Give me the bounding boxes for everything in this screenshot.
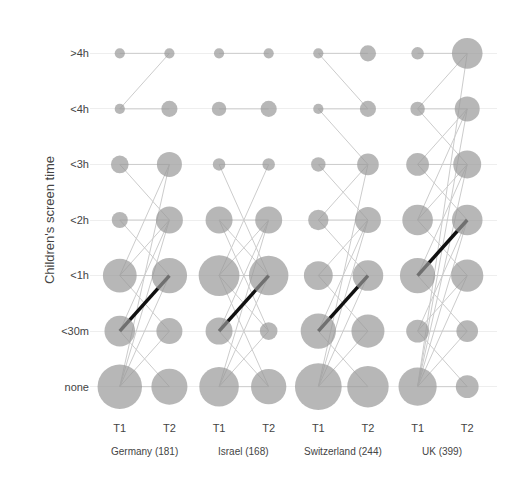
svg-text:T1: T1 bbox=[213, 422, 226, 434]
svg-text:T1: T1 bbox=[113, 422, 126, 434]
svg-text:T1: T1 bbox=[411, 422, 424, 434]
svg-text:<4h: <4h bbox=[70, 103, 89, 115]
svg-text:Israel (168): Israel (168) bbox=[218, 446, 269, 457]
svg-text:T2: T2 bbox=[362, 422, 375, 434]
svg-text:<1h: <1h bbox=[70, 269, 89, 281]
svg-text:UK (399): UK (399) bbox=[422, 446, 462, 457]
svg-text:T2: T2 bbox=[262, 422, 275, 434]
svg-text:Switzerland (244): Switzerland (244) bbox=[304, 446, 382, 457]
svg-text:T1: T1 bbox=[312, 422, 325, 434]
svg-text:T2: T2 bbox=[461, 422, 474, 434]
svg-text:Germany (181): Germany (181) bbox=[111, 446, 178, 457]
svg-text:<30m: <30m bbox=[61, 325, 89, 337]
svg-text:<2h: <2h bbox=[70, 214, 89, 226]
svg-text:none: none bbox=[65, 381, 89, 393]
svg-text:Children's screen time: Children's screen time bbox=[42, 156, 57, 284]
svg-text:T2: T2 bbox=[163, 422, 176, 434]
svg-text:>4h: >4h bbox=[70, 47, 89, 59]
svg-text:<3h: <3h bbox=[70, 158, 89, 170]
